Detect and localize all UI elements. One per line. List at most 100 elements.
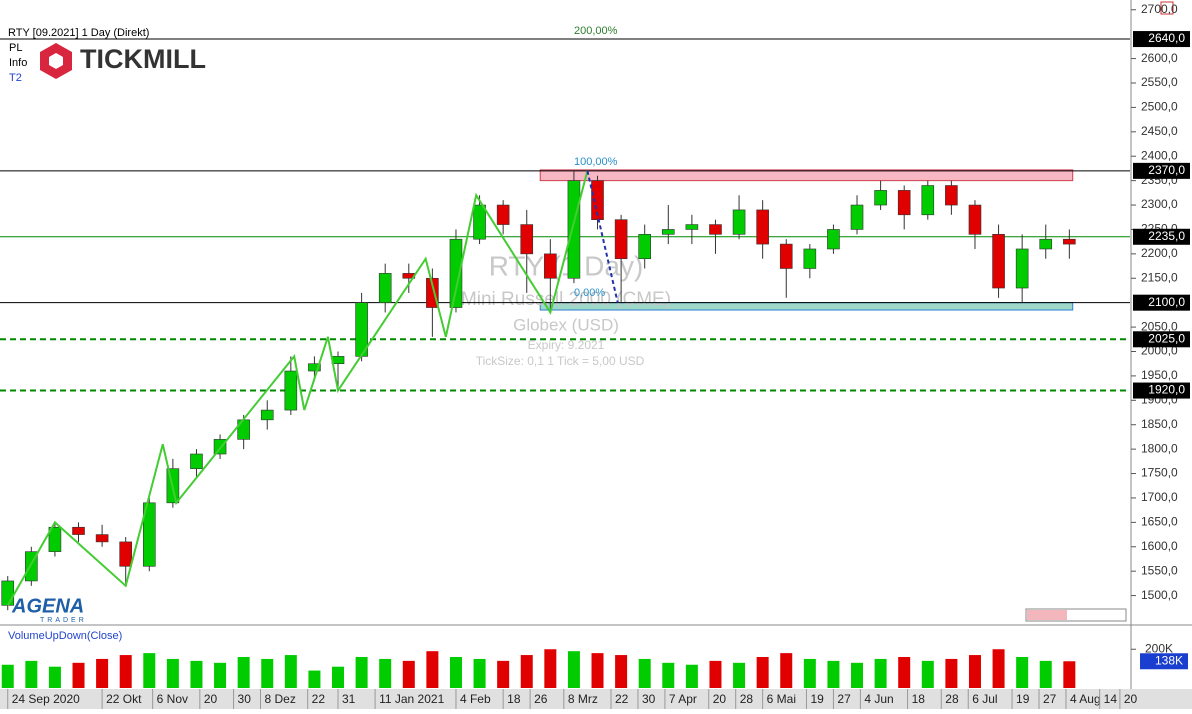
candle-body [709, 224, 722, 235]
level-label-box [1133, 31, 1190, 48]
candle-body [142, 502, 156, 567]
candle-body [968, 204, 982, 235]
logo-icon [49, 53, 63, 69]
volume-bar [261, 658, 274, 688]
volume-bar [827, 660, 840, 688]
candle-body [544, 253, 557, 279]
volume-bar [143, 653, 156, 688]
volume-bar [520, 655, 533, 688]
candle-body [992, 234, 1005, 289]
y-tick-label: 1600,0 [1141, 539, 1178, 553]
candle-body [591, 180, 604, 220]
zone [539, 169, 1074, 182]
y-tick-label: 1850,0 [1141, 417, 1178, 431]
y-tick-label: 2150,0 [1141, 270, 1178, 284]
menu-item[interactable]: T2 [9, 72, 22, 84]
menu-item[interactable]: PL [9, 42, 22, 54]
x-tick-label: 19 [810, 692, 824, 706]
volume-bar [426, 651, 439, 688]
volume-bar [1039, 660, 1052, 688]
x-tick-label: 20 [1124, 692, 1138, 706]
y-tick-label: 2050,0 [1141, 319, 1178, 333]
volume-bar [992, 649, 1005, 688]
x-tick-label: 27 [837, 692, 851, 706]
volume-bar [662, 662, 675, 688]
y-tick-label: 1500,0 [1141, 588, 1178, 602]
x-tick-label: 4 Aug [1070, 692, 1101, 706]
logo: TICKMILL [80, 44, 206, 74]
volume-bar [48, 666, 61, 688]
candle-body [473, 204, 486, 240]
volume-bar [214, 662, 227, 688]
y-tick-label: 2500,0 [1141, 100, 1178, 114]
volume-bar [72, 662, 85, 688]
candle-body [803, 248, 817, 269]
y-tick-label: 2200,0 [1141, 246, 1178, 260]
volume-bar [945, 658, 958, 688]
x-tick-label: 22 Okt [106, 692, 142, 706]
volume-bar [96, 658, 109, 688]
volume-bar [190, 660, 203, 688]
volume-bar [874, 658, 887, 688]
x-tick-label: 28 [740, 692, 754, 706]
watermark-name: Mini Russell 2000 (CME) [461, 289, 671, 310]
volume-bar [756, 657, 769, 688]
level-label: 2235,0 [1148, 229, 1185, 243]
candle-body [496, 204, 510, 225]
y-tick-label: 2550,0 [1141, 75, 1178, 89]
level-label-box [1133, 228, 1190, 245]
volume-title: VolumeUpDown(Close) [8, 630, 122, 642]
candle-body [779, 243, 793, 269]
candle-body [638, 234, 651, 260]
candle-body [308, 363, 321, 372]
candle-body [378, 273, 392, 303]
y-tick-label: 2700,0 [1141, 2, 1178, 16]
candle-body [827, 229, 840, 250]
volume-bar [803, 658, 816, 688]
volume-bar [780, 653, 793, 688]
candle-body [850, 204, 864, 230]
volume-bar [237, 657, 250, 688]
candle-body [520, 224, 534, 255]
window-button[interactable] [1160, 1, 1174, 15]
x-tick-label: 24 Sep 2020 [12, 692, 80, 706]
x-tick-label: 4 Feb [460, 692, 491, 706]
level-label: 1920,0 [1148, 383, 1185, 397]
level-label: 2025,0 [1148, 331, 1185, 345]
candle-body [567, 180, 581, 279]
zigzag-line [6, 170, 589, 606]
volume-bar [968, 655, 981, 688]
x-tick-label: 31 [342, 692, 356, 706]
x-tick-label: 20 [713, 692, 727, 706]
candle-body [897, 190, 911, 216]
volume-bar [591, 653, 604, 688]
y-tick-label: 1550,0 [1141, 563, 1178, 577]
x-tick-label: 22 [312, 692, 326, 706]
candle-body [661, 229, 675, 235]
candle-body [756, 209, 769, 245]
projection-line [586, 170, 619, 303]
candle-body [284, 370, 298, 411]
volume-bar [25, 660, 38, 688]
candle-body [260, 409, 274, 421]
level-label-box [1133, 382, 1190, 399]
volume-bar [733, 662, 746, 688]
x-tick-label: 7 Apr [669, 692, 697, 706]
level-label-box [1133, 294, 1190, 311]
candle-body [732, 209, 746, 235]
menu-item[interactable]: Info [9, 57, 27, 69]
volume-bar [449, 657, 462, 688]
volume-bar [166, 658, 179, 688]
x-tick-label: 18 [507, 692, 521, 706]
candle-body [1063, 238, 1076, 245]
x-tick-label: 28 [945, 692, 959, 706]
volume-bar [898, 657, 911, 688]
candle-body [95, 534, 109, 543]
candle-body [874, 190, 887, 206]
volume-bar [567, 651, 580, 688]
volume-bar [473, 658, 486, 688]
y-tick-label: 1750,0 [1141, 466, 1178, 480]
x-tick-label: 26 [534, 692, 548, 706]
y-tick-label: 2400,0 [1141, 148, 1178, 162]
y-tick-label: 1800,0 [1141, 441, 1178, 455]
